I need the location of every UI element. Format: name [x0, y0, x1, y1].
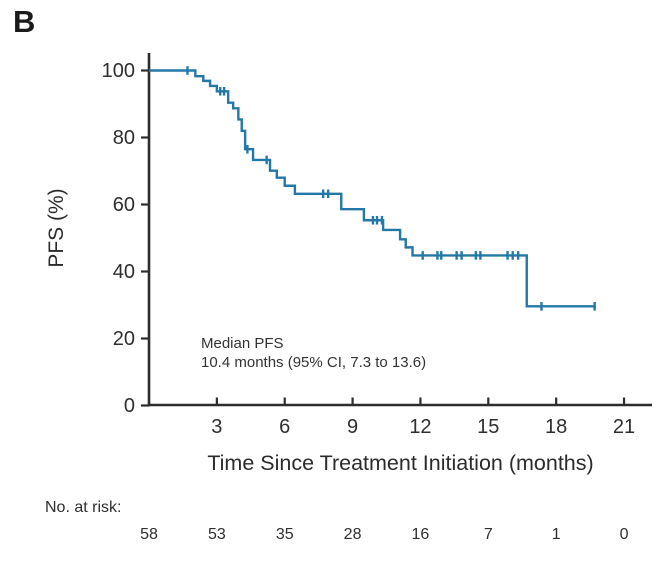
x-tick-label: 21	[612, 416, 636, 438]
survival-curve	[149, 69, 596, 308]
x-axis-title: Time Since Treatment Initiation (months)	[207, 451, 594, 475]
panel-label: B	[13, 4, 36, 39]
at-risk-value: 1	[551, 526, 561, 543]
median-annotation-line1: Median PFS	[201, 335, 284, 352]
at-risk-value: 53	[207, 526, 226, 543]
x-tick-label: 18	[545, 416, 568, 438]
no-at-risk-label: No. at risk:	[45, 499, 122, 516]
x-tick-label: 6	[279, 416, 291, 438]
y-tick-label: 80	[112, 126, 135, 149]
at-risk-value: 0	[619, 526, 629, 543]
y-tick-label: 60	[112, 193, 135, 216]
at-risk-value: 28	[343, 526, 362, 543]
x-tick-label: 3	[211, 416, 223, 438]
y-tick-label: 20	[112, 327, 135, 350]
y-axis-title: PFS (%)	[45, 188, 68, 268]
y-tick-label: 40	[112, 260, 135, 283]
at-risk-value: 7	[483, 526, 493, 543]
at-risk-value: 58	[140, 526, 158, 543]
median-annotation: Median PFS 10.4 months (95% CI, 7.3 to 1…	[201, 334, 426, 372]
at-risk-value: 16	[411, 526, 430, 543]
y-tick-label: 100	[101, 59, 135, 82]
x-tick-label: 12	[409, 416, 432, 438]
y-tick-label: 0	[123, 394, 135, 417]
median-annotation-line2: 10.4 months (95% CI, 7.3 to 13.6)	[201, 354, 427, 371]
at-risk-value: 35	[275, 526, 294, 543]
x-tick-label: 15	[477, 416, 500, 438]
x-tick-label: 9	[347, 416, 359, 438]
